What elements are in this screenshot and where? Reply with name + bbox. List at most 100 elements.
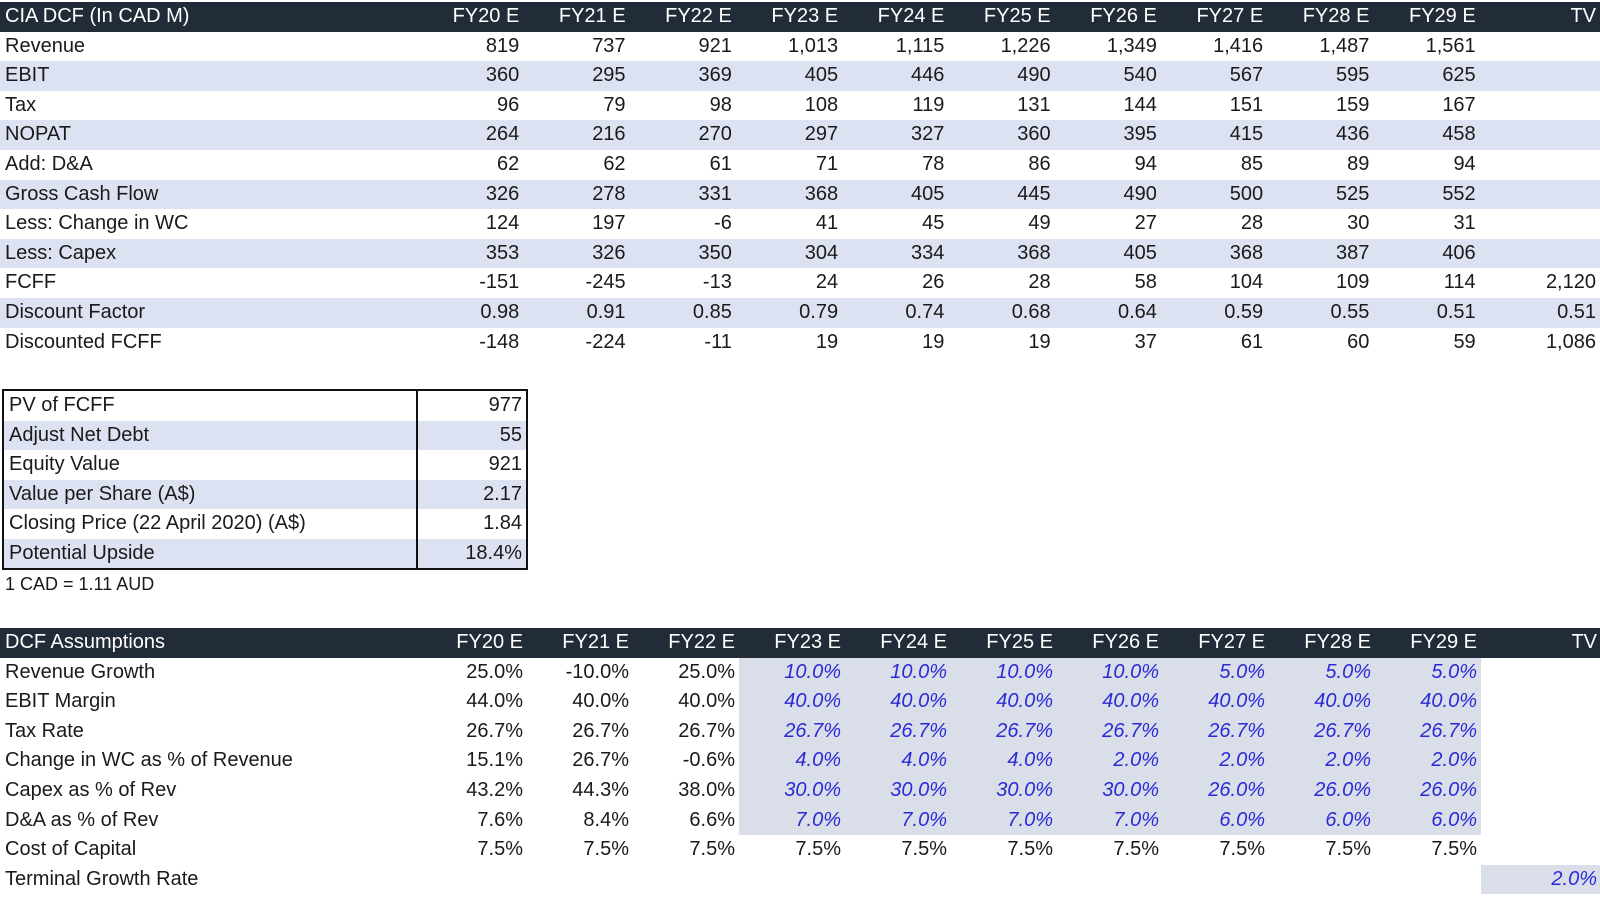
assumptions-cell[interactable]: 26.7%	[1269, 716, 1375, 747]
assumptions-cell[interactable]: 40.0%	[951, 687, 1057, 717]
assumptions-cell[interactable]: 5.0%	[1163, 657, 1269, 688]
dcf-cell[interactable]: 216	[523, 120, 630, 150]
assumptions-cell[interactable]: 10.0%	[739, 657, 845, 688]
dcf-cell[interactable]: 406	[1373, 238, 1480, 269]
dcf-cell[interactable]: 167	[1442, 93, 1476, 116]
assumptions-cell[interactable]	[527, 865, 633, 895]
assumptions-cell[interactable]: 7.5%	[901, 838, 947, 861]
summary-label[interactable]: Potential Upside	[3, 538, 417, 569]
assumptions-row-label[interactable]: EBIT Margin	[5, 690, 116, 713]
summary-label[interactable]: Equity Value	[9, 453, 120, 475]
dcf-cell[interactable]: 331	[629, 179, 736, 210]
assumptions-cell[interactable]: 30.0%	[845, 775, 951, 806]
dcf-cell[interactable]: 458	[1373, 120, 1480, 150]
summary-value[interactable]: 2.17	[415, 479, 527, 509]
dcf-cell[interactable]: 124	[485, 212, 520, 235]
dcf-cell[interactable]: 109	[1336, 271, 1370, 294]
dcf-cell[interactable]: 405	[735, 61, 843, 91]
assumptions-cell[interactable]	[1481, 776, 1600, 806]
assumptions-cell[interactable]: 10.0%	[951, 657, 1057, 688]
dcf-cell[interactable]: 360	[948, 120, 1055, 150]
summary-value[interactable]: 1.84	[415, 509, 527, 539]
assumptions-cell[interactable]: 6.0%	[1375, 805, 1481, 836]
dcf-cell[interactable]: 0.91	[523, 297, 630, 328]
dcf-cell[interactable]: 24	[815, 271, 839, 294]
assumptions-cell[interactable]: 30.0%	[1057, 775, 1163, 806]
assumptions-cell[interactable]: 2.0%	[1481, 864, 1600, 895]
dcf-cell[interactable]: 94	[1453, 152, 1476, 175]
dcf-cell[interactable]: 114	[1443, 271, 1476, 294]
assumptions-row-label[interactable]: Terminal Growth Rate	[5, 867, 199, 890]
assumptions-row-label[interactable]: Cost of Capital	[5, 838, 137, 861]
assumptions-cell[interactable]: 26.7%	[845, 716, 951, 747]
dcf-cell[interactable]: 264	[421, 120, 524, 150]
dcf-cell[interactable]: 295	[523, 61, 630, 91]
dcf-cell[interactable]: 131	[1017, 93, 1051, 116]
assumptions-cell[interactable]: 40.0%	[1057, 687, 1163, 717]
dcf-cell[interactable]: 41	[815, 212, 839, 235]
dcf-cell[interactable]: 0.68	[948, 297, 1055, 328]
assumptions-cell[interactable]: 2.0%	[1163, 746, 1269, 776]
assumptions-cell[interactable]	[1481, 806, 1600, 836]
dcf-cell[interactable]: 61	[709, 152, 732, 175]
dcf-cell[interactable]: 445	[948, 179, 1055, 210]
assumptions-cell[interactable]: 26.0%	[1163, 775, 1269, 806]
dcf-cell[interactable]: 395	[1054, 120, 1161, 150]
assumptions-cell[interactable]: 25.0%	[466, 660, 523, 683]
dcf-cell[interactable]: -151	[479, 271, 520, 294]
dcf-row-label[interactable]: EBIT	[0, 61, 422, 91]
dcf-cell[interactable]: 28	[1240, 212, 1264, 235]
dcf-cell[interactable]: 19	[815, 330, 839, 353]
assumptions-cell[interactable]: 7.5%	[795, 838, 841, 861]
assumptions-cell[interactable]: 15.1%	[466, 749, 523, 772]
dcf-cell[interactable]: 0.74	[842, 297, 949, 328]
assumptions-cell[interactable]: 6.6%	[689, 808, 735, 831]
assumptions-cell[interactable]: 40.0%	[1269, 687, 1375, 717]
assumptions-cell[interactable]: 40.0%	[1163, 687, 1269, 717]
assumptions-cell[interactable]: 4.0%	[845, 746, 951, 776]
dcf-cell[interactable]: 0.79	[735, 297, 843, 328]
dcf-cell[interactable]: 0.55	[1267, 297, 1374, 328]
dcf-cell[interactable]: 28	[1028, 271, 1051, 294]
dcf-cell[interactable]: 89	[1347, 152, 1370, 175]
dcf-cell[interactable]: 94	[1134, 152, 1157, 175]
dcf-cell[interactable]: 37	[1134, 330, 1157, 353]
assumptions-cell[interactable]: 7.5%	[1431, 838, 1477, 861]
dcf-cell[interactable]: 98	[709, 93, 732, 116]
assumptions-cell[interactable]: 25.0%	[678, 660, 735, 683]
dcf-cell[interactable]: 1,487	[1319, 34, 1370, 57]
dcf-cell[interactable]: 625	[1373, 61, 1480, 91]
assumptions-cell[interactable]: 10.0%	[845, 657, 951, 688]
dcf-cell[interactable]: 45	[922, 212, 945, 235]
dcf-cell[interactable]: 27	[1134, 212, 1157, 235]
assumptions-cell[interactable]: 7.6%	[477, 808, 523, 831]
assumptions-cell[interactable]: 40.0%	[739, 687, 845, 717]
dcf-cell[interactable]: 387	[1267, 238, 1374, 269]
dcf-cell[interactable]: 490	[948, 61, 1055, 91]
summary-value[interactable]: 55	[415, 420, 527, 450]
dcf-row-label[interactable]: Gross Cash Flow	[0, 179, 422, 210]
dcf-cell[interactable]: 405	[842, 179, 949, 210]
dcf-cell[interactable]: 737	[592, 34, 626, 57]
dcf-row-label[interactable]: NOPAT	[0, 120, 422, 150]
assumptions-cell[interactable]	[420, 865, 527, 895]
assumptions-cell[interactable]	[1375, 865, 1481, 895]
summary-value[interactable]: 18.4%	[415, 538, 527, 569]
assumptions-row-label[interactable]: Capex as % of Rev	[5, 778, 177, 801]
dcf-cell[interactable]: 96	[497, 93, 520, 116]
dcf-cell[interactable]: 197	[592, 212, 626, 235]
assumptions-cell[interactable]: 2.0%	[1269, 746, 1375, 776]
summary-label[interactable]: PV of FCFF	[9, 394, 115, 416]
dcf-cell[interactable]: 86	[1028, 152, 1051, 175]
summary-value[interactable]: 921	[415, 450, 527, 480]
dcf-cell[interactable]: 326	[523, 238, 630, 269]
assumptions-row-label[interactable]: Tax Rate	[5, 719, 84, 742]
assumptions-cell[interactable]: 5.0%	[1269, 657, 1375, 688]
dcf-cell[interactable]	[1480, 91, 1600, 121]
dcf-cell[interactable]: 1,226	[1000, 34, 1051, 57]
dcf-cell[interactable]: 2,120	[1545, 271, 1596, 294]
dcf-cell[interactable]: 567	[1160, 61, 1268, 91]
dcf-cell[interactable]: 1,086	[1545, 330, 1596, 353]
assumptions-cell[interactable]: -0.6%	[682, 749, 735, 772]
dcf-cell[interactable]: 19	[1028, 330, 1051, 353]
